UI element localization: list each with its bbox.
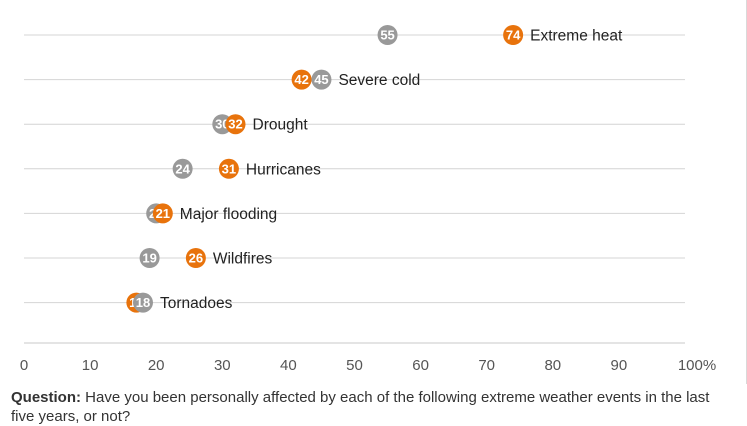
x-tick-label: 70 [478, 357, 495, 374]
question-note: Question: Have you been personally affec… [11, 388, 731, 426]
category-label: Extreme heat [530, 28, 623, 45]
data-label: 19 [142, 251, 156, 266]
x-tick-label: 60 [412, 357, 429, 374]
data-point [225, 114, 246, 135]
x-tick-label: 0 [20, 357, 28, 374]
data-label: 18 [136, 295, 150, 310]
data-point [311, 69, 332, 90]
x-tick-label: 20 [148, 357, 165, 374]
category-label: Hurricanes [246, 161, 321, 178]
category-label: Wildfires [213, 251, 273, 268]
data-point [377, 25, 398, 45]
dot-plot: 0 10 20 30 40 50 60 70 80 90 100% 55 74 Extreme heat 4… [20, 25, 716, 374]
data-label: 32 [228, 117, 242, 132]
x-tick-label: 100% [678, 357, 716, 374]
x-tick-label: 40 [280, 357, 297, 374]
category-label: Tornadoes [160, 295, 233, 312]
category-label: Major flooding [180, 206, 277, 223]
chart-frame: 0 10 20 30 40 50 60 70 80 90 100% 55 74 Extreme heat 4… [20, 0, 747, 384]
data-label: 74 [506, 28, 521, 43]
data-label: 55 [380, 28, 394, 43]
data-label: 26 [189, 251, 203, 266]
data-label: 24 [175, 161, 190, 176]
x-tick-label: 50 [346, 357, 363, 374]
data-point [291, 69, 312, 90]
data-label: 30 [215, 117, 229, 132]
x-tick-label: 80 [544, 357, 561, 374]
data-label: 21 [156, 206, 170, 221]
x-tick-label: 90 [611, 357, 628, 374]
category-label: Drought [253, 117, 309, 134]
data-label: 31 [222, 161, 236, 176]
category-label: Severe cold [338, 72, 420, 89]
question-text: Have you been personally affected by eac… [11, 389, 710, 425]
question-label: Question: [11, 389, 81, 406]
data-point [503, 25, 524, 45]
data-point [185, 248, 206, 268]
data-point [172, 158, 193, 179]
data-point [152, 203, 173, 224]
x-tick-label: 30 [214, 357, 231, 374]
data-point [132, 292, 153, 313]
data-point [218, 158, 239, 179]
data-label: 45 [314, 72, 328, 87]
data-label: 42 [294, 72, 308, 87]
x-tick-label: 10 [82, 357, 99, 374]
data-point [139, 248, 160, 268]
